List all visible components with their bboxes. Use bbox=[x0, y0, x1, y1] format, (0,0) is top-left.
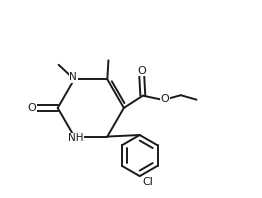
Text: N: N bbox=[69, 72, 77, 82]
Text: NH: NH bbox=[68, 133, 84, 143]
Text: O: O bbox=[161, 94, 170, 104]
Text: Cl: Cl bbox=[142, 177, 153, 187]
Text: O: O bbox=[137, 66, 146, 76]
Text: O: O bbox=[27, 103, 36, 113]
